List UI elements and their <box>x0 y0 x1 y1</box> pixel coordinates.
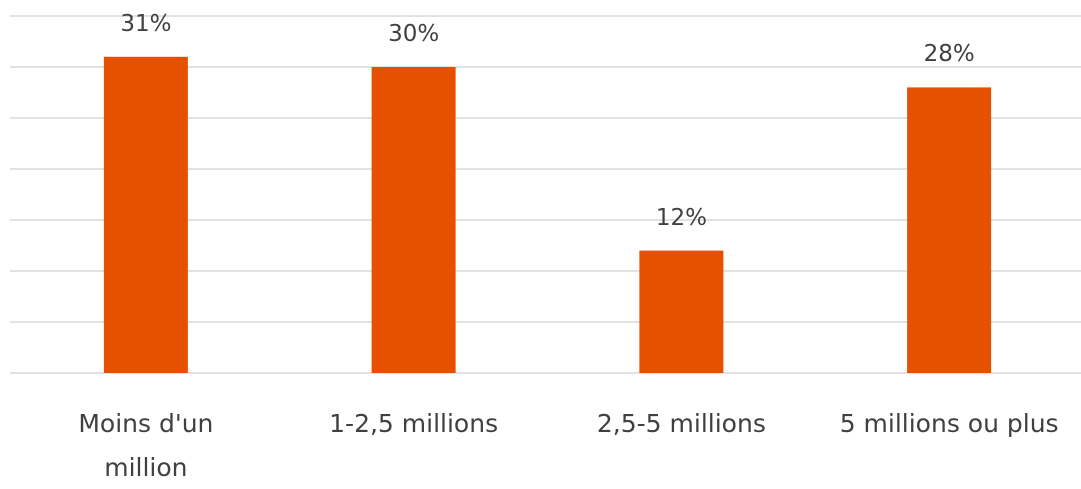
value-label: 28% <box>923 41 975 68</box>
bar <box>371 67 456 373</box>
x-tick-label: 1-2,5 millions <box>329 409 499 438</box>
value-label: 12% <box>655 204 707 231</box>
bar <box>907 87 992 374</box>
bar <box>103 56 188 374</box>
x-tick-label: Moins d'un million <box>78 409 214 482</box>
bar <box>639 250 724 373</box>
value-label: 30% <box>388 21 440 47</box>
x-tick-label: 5 millions ou plus <box>839 409 1059 438</box>
value-label: 31% <box>120 10 172 37</box>
x-tick-label: 2,5-5 millions <box>596 409 766 438</box>
